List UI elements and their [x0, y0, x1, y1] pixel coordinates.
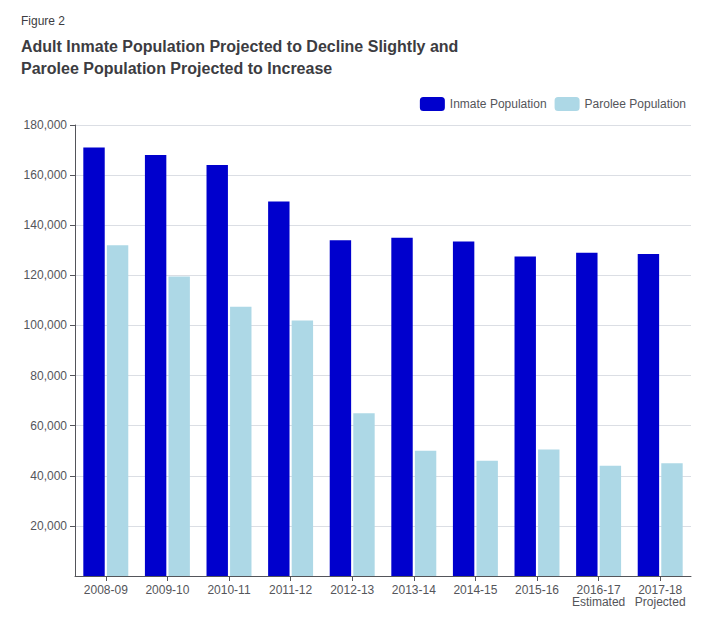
svg-text:Parolee Population: Parolee Population: [585, 97, 686, 111]
svg-text:2012-13: 2012-13: [330, 583, 374, 597]
svg-text:Projected: Projected: [635, 595, 686, 609]
svg-text:2011-12: 2011-12: [269, 583, 312, 597]
svg-text:2013-14: 2013-14: [392, 583, 436, 597]
svg-text:80,000: 80,000: [30, 369, 67, 383]
svg-text:60,000: 60,000: [30, 419, 67, 433]
svg-text:2016-17: 2016-17: [576, 583, 621, 597]
svg-text:160,000: 160,000: [24, 168, 68, 182]
svg-text:140,000: 140,000: [24, 218, 68, 232]
svg-text:20,000: 20,000: [30, 519, 67, 533]
svg-text:2010-11: 2010-11: [207, 583, 250, 597]
svg-text:2015-16: 2015-16: [515, 583, 559, 597]
svg-text:Adult Inmate Population Projec: Adult Inmate Population Projected to Dec…: [21, 38, 458, 55]
svg-text:120,000: 120,000: [24, 268, 68, 282]
svg-text:100,000: 100,000: [24, 318, 68, 332]
svg-text:2017-18: 2017-18: [638, 583, 683, 597]
svg-text:Estimated: Estimated: [572, 595, 625, 609]
svg-text:180,000: 180,000: [24, 118, 68, 132]
svg-text:Inmate Population: Inmate Population: [450, 97, 547, 111]
svg-text:Parolee Population Projected t: Parolee Population Projected to Increase: [21, 60, 332, 77]
svg-text:2009-10: 2009-10: [145, 583, 189, 597]
svg-text:40,000: 40,000: [30, 469, 67, 483]
svg-text:Figure 2: Figure 2: [21, 14, 65, 28]
svg-text:2014-15: 2014-15: [453, 583, 497, 597]
svg-text:2008-09: 2008-09: [84, 583, 128, 597]
